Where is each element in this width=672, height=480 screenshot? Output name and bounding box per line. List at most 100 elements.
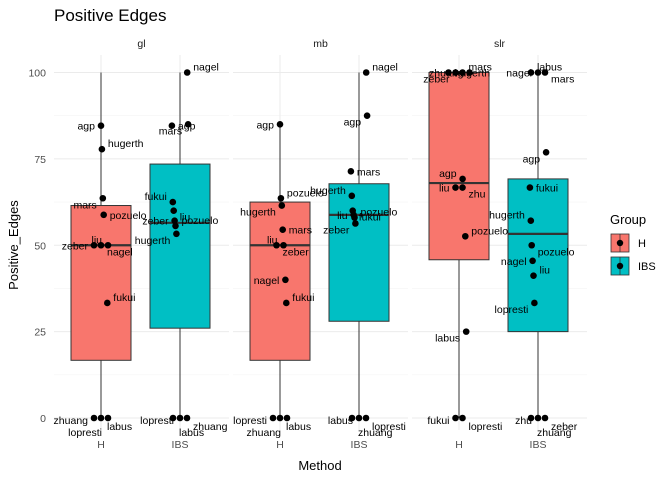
data-point [98, 145, 106, 153]
data-point [459, 184, 466, 191]
data-point [462, 232, 469, 240]
point-label: liu [337, 210, 348, 222]
data-point [347, 168, 355, 175]
point-label: pozuelo [287, 187, 324, 199]
data-point [527, 414, 535, 422]
data-point [349, 207, 357, 214]
data-point [362, 69, 370, 76]
point-label: fukui [536, 183, 558, 195]
data-point [355, 414, 363, 422]
data-point [172, 222, 179, 230]
data-point [169, 198, 177, 206]
data-point [273, 241, 280, 249]
box-IBS [328, 183, 390, 322]
point-label: lopresti [233, 415, 267, 427]
legend-label: IBS [638, 261, 656, 273]
point-label: zhuang [193, 421, 228, 433]
y-tick-label: 25 [34, 327, 46, 339]
x-tick-label: IBS [351, 439, 368, 451]
point-label: lopresti [469, 421, 503, 433]
data-point [183, 69, 191, 76]
data-point [168, 122, 176, 130]
point-label: labus [179, 427, 204, 439]
y-axis-title: Positive_Edges [6, 200, 21, 290]
data-point [104, 414, 112, 422]
legend-point [616, 262, 624, 270]
point-label: hugerth [108, 138, 144, 150]
point-label: hugerth [240, 207, 276, 219]
point-label: fukui [359, 212, 381, 224]
data-point [276, 414, 284, 422]
point-label: pozuelo [471, 225, 508, 237]
data-point [283, 299, 290, 307]
data-point [171, 217, 178, 225]
data-point [541, 69, 549, 76]
point-label: zeber [551, 421, 578, 433]
point-label: nagel [501, 256, 527, 268]
box-IBS [149, 163, 211, 329]
point-label: lopresti [140, 415, 174, 427]
data-point [176, 414, 184, 422]
point-label: agp [256, 119, 274, 131]
data-point [542, 149, 550, 156]
data-point [90, 241, 98, 249]
box-H [428, 72, 490, 261]
data-point [283, 414, 291, 422]
data-point [278, 202, 286, 209]
data-point [90, 414, 98, 422]
data-point [529, 257, 536, 265]
data-point [459, 69, 466, 76]
data-point [348, 192, 356, 200]
point-label: labus [328, 415, 353, 427]
point-label: mars [469, 62, 492, 74]
data-point [104, 299, 111, 307]
point-label: mars [551, 74, 574, 86]
point-label: fukui [113, 292, 135, 304]
y-tick-label: 0 [40, 413, 46, 425]
point-label: mars [289, 225, 312, 237]
y-axis-ticks: 0 25 50 75 100 [28, 68, 46, 426]
data-point [466, 69, 473, 76]
data-point [97, 414, 105, 422]
point-label: hugerth [489, 210, 525, 222]
data-point [445, 69, 452, 76]
point-label: agp [523, 153, 541, 165]
data-point [282, 276, 289, 284]
point-label: zeber [423, 74, 450, 86]
data-point [352, 220, 359, 227]
legend-label: H [638, 238, 646, 250]
point-label: labus [107, 421, 132, 433]
point-label: nagel [193, 62, 219, 74]
point-label: labus [286, 421, 311, 433]
data-point [534, 414, 542, 422]
point-label: zeber [323, 224, 350, 236]
point-label: fukui [145, 191, 167, 203]
point-label: zhu [515, 415, 532, 427]
data-point [97, 241, 105, 249]
data-point [528, 241, 535, 249]
point-label: zhuang [358, 427, 393, 439]
point-label: pozuelo [538, 246, 575, 258]
point-label: nagel [372, 62, 398, 74]
data-point [459, 175, 466, 183]
data-point [459, 414, 466, 422]
y-tick-label: 50 [34, 240, 46, 252]
point-label: pozuelo [182, 215, 219, 227]
data-point [280, 241, 287, 249]
data-point [526, 184, 534, 191]
facet-strip-label: slr [494, 38, 506, 50]
data-point [462, 328, 470, 335]
y-tick-label: 75 [34, 154, 46, 166]
x-tick-label: IBS [530, 439, 547, 451]
data-point [269, 414, 277, 422]
legend: Group H IBS [610, 212, 656, 276]
point-label: lopresti [68, 427, 102, 439]
point-label: pozuelo [361, 207, 398, 219]
x-tick-label: H [455, 439, 463, 451]
point-label: nagel [254, 275, 280, 287]
point-label: nagel [506, 68, 532, 80]
data-point [531, 299, 538, 307]
data-point [97, 122, 105, 130]
